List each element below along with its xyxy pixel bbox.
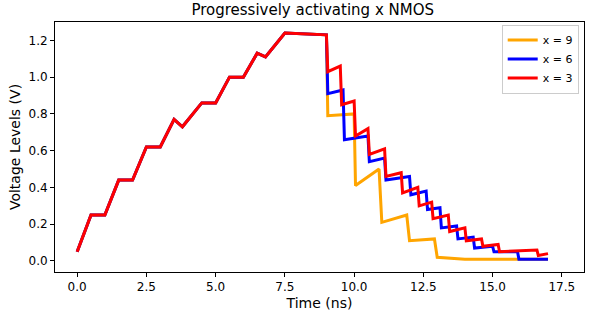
svg-text:0.0: 0.0 bbox=[68, 280, 87, 294]
svg-text:0.8: 0.8 bbox=[29, 107, 48, 121]
svg-text:0.0: 0.0 bbox=[29, 254, 48, 268]
svg-text:5.0: 5.0 bbox=[206, 280, 225, 294]
svg-text:1.0: 1.0 bbox=[29, 70, 48, 84]
svg-text:7.5: 7.5 bbox=[275, 280, 294, 294]
svg-text:0.6: 0.6 bbox=[29, 144, 48, 158]
svg-text:10.0: 10.0 bbox=[341, 280, 368, 294]
svg-text:x = 6: x = 6 bbox=[543, 53, 573, 66]
svg-text:Time (ns): Time (ns) bbox=[286, 295, 353, 311]
svg-text:x = 3: x = 3 bbox=[543, 72, 573, 85]
svg-text:0.4: 0.4 bbox=[29, 181, 48, 195]
svg-text:15.0: 15.0 bbox=[479, 280, 506, 294]
svg-text:1.2: 1.2 bbox=[29, 34, 48, 48]
svg-text:12.5: 12.5 bbox=[410, 280, 437, 294]
svg-text:x = 9: x = 9 bbox=[543, 34, 573, 47]
svg-text:2.5: 2.5 bbox=[137, 280, 156, 294]
svg-text:17.5: 17.5 bbox=[548, 280, 575, 294]
svg-text:Voltage Levels (V): Voltage Levels (V) bbox=[7, 84, 23, 210]
svg-text:0.2: 0.2 bbox=[29, 217, 48, 231]
svg-text:Progressively activating x NMO: Progressively activating x NMOS bbox=[191, 1, 434, 19]
